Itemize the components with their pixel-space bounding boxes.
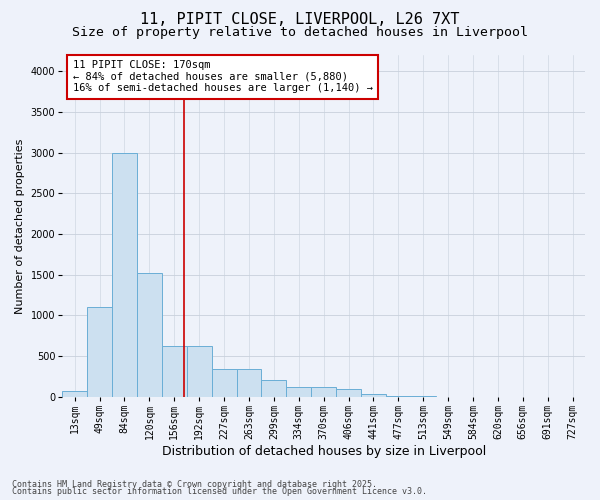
Text: 11, PIPIT CLOSE, LIVERPOOL, L26 7XT: 11, PIPIT CLOSE, LIVERPOOL, L26 7XT — [140, 12, 460, 28]
Bar — [137, 273, 162, 397]
Bar — [162, 346, 187, 397]
Bar — [62, 390, 87, 397]
Bar — [286, 387, 311, 397]
Bar — [236, 369, 262, 397]
Bar — [361, 394, 386, 397]
Bar — [187, 346, 212, 397]
X-axis label: Distribution of detached houses by size in Liverpool: Distribution of detached houses by size … — [161, 444, 486, 458]
Bar — [336, 388, 361, 397]
Text: Size of property relative to detached houses in Liverpool: Size of property relative to detached ho… — [72, 26, 528, 39]
Bar — [112, 152, 137, 397]
Bar — [311, 387, 336, 397]
Bar — [386, 396, 411, 397]
Text: Contains HM Land Registry data © Crown copyright and database right 2025.: Contains HM Land Registry data © Crown c… — [12, 480, 377, 489]
Bar — [212, 369, 236, 397]
Bar — [262, 380, 286, 397]
Text: Contains public sector information licensed under the Open Government Licence v3: Contains public sector information licen… — [12, 487, 427, 496]
Bar — [87, 307, 112, 397]
Y-axis label: Number of detached properties: Number of detached properties — [15, 138, 25, 314]
Text: 11 PIPIT CLOSE: 170sqm
← 84% of detached houses are smaller (5,880)
16% of semi-: 11 PIPIT CLOSE: 170sqm ← 84% of detached… — [73, 60, 373, 94]
